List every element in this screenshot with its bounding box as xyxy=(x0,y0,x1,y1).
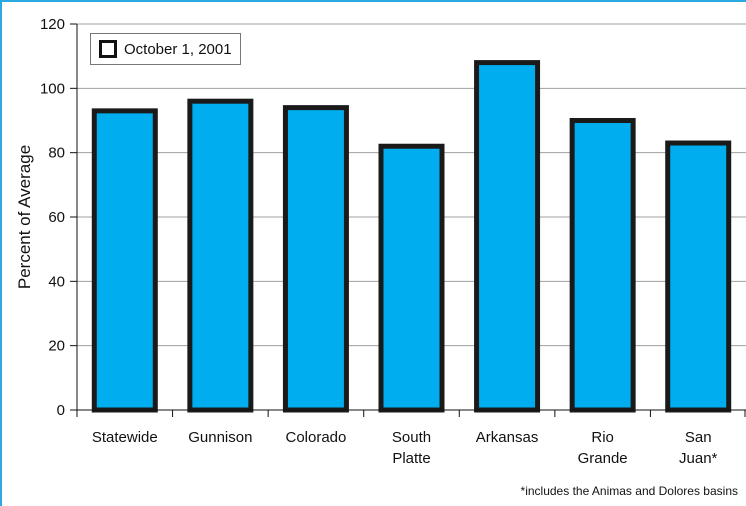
bar-rio-grande xyxy=(569,118,636,413)
y-tick-label: 80 xyxy=(48,145,65,162)
bars xyxy=(91,60,732,413)
y-tick-label: 40 xyxy=(48,273,65,290)
y-tick-label: 60 xyxy=(48,209,65,226)
y-tick-label: 120 xyxy=(40,16,65,33)
x-tick-label: Arkansas xyxy=(476,429,539,446)
bar-south-platte xyxy=(378,143,445,413)
y-axis-title: Percent of Average xyxy=(15,145,34,289)
bar-gunnison xyxy=(187,98,254,413)
x-tick-label: San Juan* xyxy=(679,429,718,467)
bar-colorado xyxy=(282,105,349,413)
y-tick-label: 20 xyxy=(48,338,65,355)
legend-label: October 1, 2001 xyxy=(124,40,232,58)
legend: October 1, 2001 xyxy=(90,33,241,65)
y-tick-label: 0 xyxy=(57,402,65,419)
y-axis-ticks: 0 20 40 60 80 100 120 xyxy=(40,16,77,419)
bar-arkansas xyxy=(474,60,541,413)
x-tick-label: South Platte xyxy=(392,429,431,467)
bar-statewide xyxy=(91,108,158,413)
bar-san-juan xyxy=(665,140,732,413)
x-tick-label: Statewide xyxy=(92,429,158,446)
x-tick-label: Colorado xyxy=(285,429,346,446)
x-tick-label: Gunnison xyxy=(188,429,252,446)
x-axis-labels: Statewide Gunnison Colorado South Platte Arka… xyxy=(76,410,746,467)
legend-swatch xyxy=(99,40,117,58)
footnote: *includes the Animas and Dolores basins xyxy=(520,484,738,498)
y-tick-label: 100 xyxy=(40,80,65,97)
x-tick-label: Rio Grande xyxy=(578,429,628,467)
